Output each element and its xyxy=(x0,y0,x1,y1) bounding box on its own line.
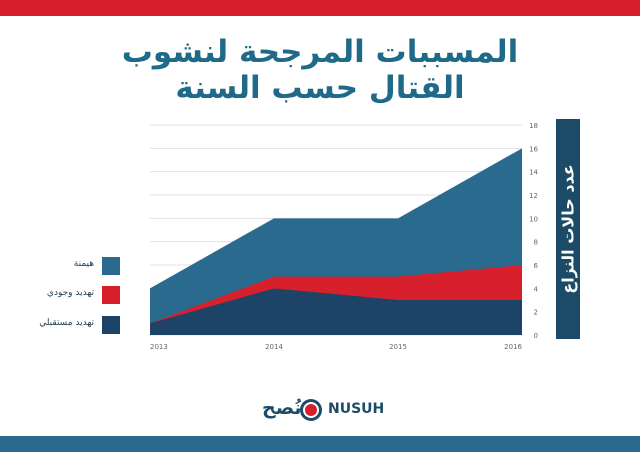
brand-logo: نُصح NUSUH xyxy=(262,397,385,425)
legend-item-hegemony: هيمنة xyxy=(40,257,120,275)
y-tick-label-12: 12 xyxy=(529,192,538,200)
legend-label-hegemony: هيمنة xyxy=(73,259,94,269)
legend-item-future-threat: تهديد مستقبلي xyxy=(39,316,120,334)
y-tick-label-2: 2 xyxy=(534,309,538,317)
legend-label-existential-threat: تهديد وجودي xyxy=(46,288,94,298)
brand-logo-icon xyxy=(300,399,322,421)
legend-item-existential-threat: تهديد وجودي xyxy=(40,286,120,304)
legend-label-future-threat: تهديد مستقبلي xyxy=(39,318,94,328)
y-tick-label-16: 16 xyxy=(529,145,538,153)
y-tick-label-8: 8 xyxy=(534,239,538,247)
y-tick-label-18: 18 xyxy=(529,122,538,130)
legend-swatch-existential-threat xyxy=(102,286,120,304)
y-tick-label-0: 0 xyxy=(534,332,538,340)
y-tick-label-4: 4 xyxy=(534,285,539,293)
top-red-band xyxy=(0,0,640,16)
y-axis-label-box xyxy=(556,119,580,339)
x-tick-label-2013: 2013 xyxy=(150,343,168,351)
brand-latin-name: NUSUH xyxy=(328,401,385,417)
x-tick-label-2016: 2016 xyxy=(504,343,522,351)
chart-title: المسببات المرجحة لنشوب القتال حسب السنة xyxy=(121,34,519,106)
legend-swatch-hegemony xyxy=(102,257,120,275)
area-series-2 xyxy=(150,288,522,335)
y-tick-label-6: 6 xyxy=(534,262,539,270)
brand-arabic-name: نُصح xyxy=(262,397,302,419)
x-tick-label-2014: 2014 xyxy=(265,343,283,351)
x-tick-label-2015: 2015 xyxy=(389,343,407,351)
y-tick-label-10: 10 xyxy=(529,215,538,223)
y-axis-label: عدد حالات النزاع xyxy=(558,164,578,294)
y-tick-label-14: 14 xyxy=(529,169,538,177)
legend-swatch-future-threat xyxy=(102,316,120,334)
bottom-blue-band xyxy=(0,436,640,452)
